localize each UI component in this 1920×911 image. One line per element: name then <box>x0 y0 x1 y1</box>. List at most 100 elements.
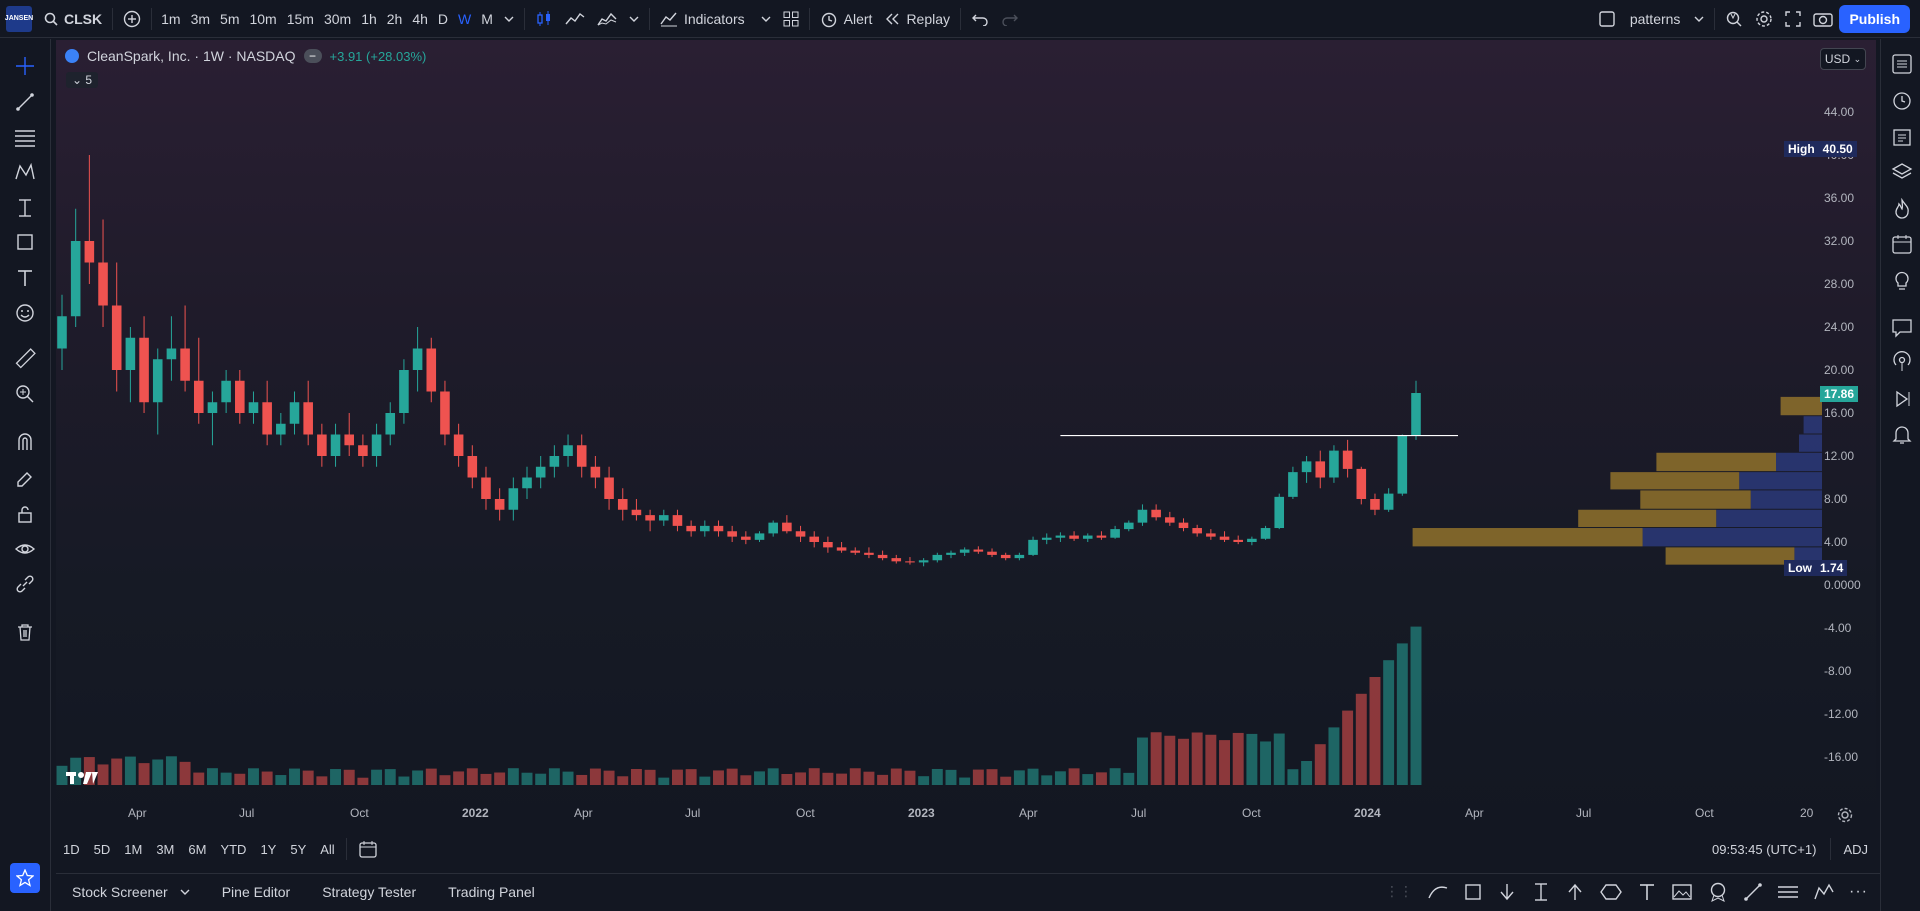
timeframe-M[interactable]: M <box>481 10 493 27</box>
alerts-panel-button[interactable] <box>1889 87 1915 113</box>
chats-button[interactable] <box>1889 314 1915 340</box>
range-5Y[interactable]: 5Y <box>290 841 307 857</box>
watchlist-button[interactable] <box>1889 51 1915 77</box>
favorites-button[interactable] <box>10 863 40 893</box>
link-tool[interactable] <box>12 571 38 597</box>
tradingview-logo[interactable] <box>66 770 100 786</box>
polygon-icon[interactable] <box>1599 882 1623 902</box>
chart-pane[interactable] <box>56 40 1876 825</box>
timeframe-30m[interactable]: 30m <box>323 10 352 27</box>
rectangle-icon[interactable] <box>1463 882 1483 902</box>
text-cursor-icon[interactable] <box>1531 881 1551 903</box>
range-All[interactable]: All <box>320 841 335 857</box>
hide-tool[interactable] <box>12 536 38 562</box>
range-6M[interactable]: 6M <box>188 841 207 857</box>
remove-drawings-tool[interactable] <box>12 619 38 645</box>
layout-button[interactable]: patterns <box>1592 0 1711 38</box>
clock[interactable]: 09:53:45 (UTC+1) <box>1712 841 1817 857</box>
badge-icon[interactable] <box>1707 881 1729 903</box>
horizontal-lines-tool[interactable] <box>12 124 38 150</box>
emoji-tool[interactable] <box>12 300 38 326</box>
pattern-icon[interactable] <box>1813 882 1835 902</box>
ruler-tool[interactable] <box>12 346 38 372</box>
ideas-button[interactable] <box>1889 267 1915 293</box>
chart-type-dropdown[interactable] <box>623 0 645 38</box>
notifications-button[interactable] <box>1889 421 1915 447</box>
timeframe-15m[interactable]: 15m <box>286 10 314 27</box>
indicators-button[interactable]: Indicators <box>654 0 777 38</box>
quick-search-button[interactable] <box>1719 0 1749 38</box>
trend-line-icon[interactable] <box>1743 882 1763 902</box>
timeframe-dropdown-button[interactable] <box>498 0 520 38</box>
range-5D[interactable]: 5D <box>93 841 111 857</box>
candles-style-button[interactable] <box>529 0 559 38</box>
crosshair-tool[interactable] <box>12 53 38 79</box>
line-style-button[interactable] <box>559 0 591 38</box>
range-YTD[interactable]: YTD <box>220 841 247 857</box>
calendar-button[interactable] <box>1889 231 1915 257</box>
undo-button[interactable] <box>965 0 995 38</box>
symbol-search-button[interactable]: CLSK <box>38 0 108 38</box>
streams-button[interactable] <box>1889 349 1915 375</box>
timeframe-4h[interactable]: 4h <box>412 10 428 27</box>
measure-tool[interactable] <box>12 195 38 221</box>
axis-settings-gear-icon[interactable] <box>1836 806 1854 824</box>
timeframe-1h[interactable]: 1h <box>361 10 377 27</box>
pattern-tool[interactable] <box>12 159 38 185</box>
object-tree-button[interactable] <box>1889 159 1915 185</box>
indicators-collapse-toggle[interactable]: ⌄ 5 <box>66 72 99 88</box>
minus-icon[interactable]: − <box>303 49 322 63</box>
zoom-tool[interactable] <box>12 381 38 407</box>
range-3M[interactable]: 3M <box>156 841 175 857</box>
tab-strategy-tester[interactable]: Strategy Tester <box>322 883 417 900</box>
timeframe-3m[interactable]: 3m <box>190 10 211 27</box>
compare-symbol-button[interactable] <box>117 0 147 38</box>
tab-pine-editor[interactable]: Pine Editor <box>221 883 291 900</box>
range-1D[interactable]: 1D <box>63 841 80 857</box>
publish-button[interactable]: Publish <box>1839 4 1910 33</box>
volume-bar <box>1219 740 1230 785</box>
drag-handle-icon[interactable]: ⋮⋮ <box>1385 883 1414 899</box>
settings-button[interactable] <box>1749 0 1779 38</box>
text-tool[interactable] <box>12 265 38 291</box>
lock-tool[interactable] <box>12 501 38 527</box>
adjust-toggle[interactable]: ADJ <box>1843 841 1868 857</box>
area-style-button[interactable] <box>591 0 623 38</box>
text-icon[interactable] <box>1637 882 1657 902</box>
magnet-tool[interactable] <box>12 429 38 455</box>
timeframe-W[interactable]: W <box>458 10 472 27</box>
trend-line-tool[interactable] <box>12 89 38 115</box>
chart-canvas[interactable] <box>56 40 1876 825</box>
shapes-tool[interactable] <box>12 229 38 255</box>
arrow-up-icon[interactable] <box>1565 882 1585 902</box>
replay-button[interactable]: Replay <box>878 0 956 38</box>
data-window-button[interactable] <box>1889 124 1915 150</box>
curve-icon[interactable] <box>1427 882 1449 902</box>
symbol-title[interactable]: CleanSpark, Inc. · 1W · NASDAQ <box>87 48 296 64</box>
timeframe-5m[interactable]: 5m <box>220 10 240 27</box>
tab-trading-panel[interactable]: Trading Panel <box>448 883 535 900</box>
stay-drawing-tool[interactable] <box>12 466 38 492</box>
alert-button[interactable]: Alert <box>814 0 879 38</box>
range-1M[interactable]: 1M <box>124 841 143 857</box>
horizontal-lines-icon[interactable] <box>1777 882 1799 902</box>
templates-button[interactable] <box>777 0 805 38</box>
timeframe-D[interactable]: D <box>437 10 449 27</box>
tab-stock-screener[interactable]: Stock Screener <box>56 884 206 900</box>
redo-button[interactable] <box>995 0 1025 38</box>
timeframe-10m[interactable]: 10m <box>249 10 277 27</box>
fullscreen-button[interactable] <box>1779 0 1807 38</box>
more-icon[interactable]: ··· <box>1849 882 1868 900</box>
snapshot-button[interactable] <box>1807 0 1839 38</box>
volume-profile-bar <box>1665 547 1795 565</box>
logo[interactable]: JANSEN <box>0 0 38 38</box>
currency-selector[interactable]: USD ⌄ <box>1820 48 1866 70</box>
goto-date-button[interactable] <box>351 840 385 858</box>
timeframe-2h[interactable]: 2h <box>386 10 403 27</box>
playback-button[interactable] <box>1889 386 1915 412</box>
image-icon[interactable] <box>1671 882 1693 902</box>
hotlists-button[interactable] <box>1889 196 1915 222</box>
arrow-down-icon[interactable] <box>1497 882 1517 902</box>
timeframe-1m[interactable]: 1m <box>161 10 181 27</box>
range-1Y[interactable]: 1Y <box>260 841 277 857</box>
